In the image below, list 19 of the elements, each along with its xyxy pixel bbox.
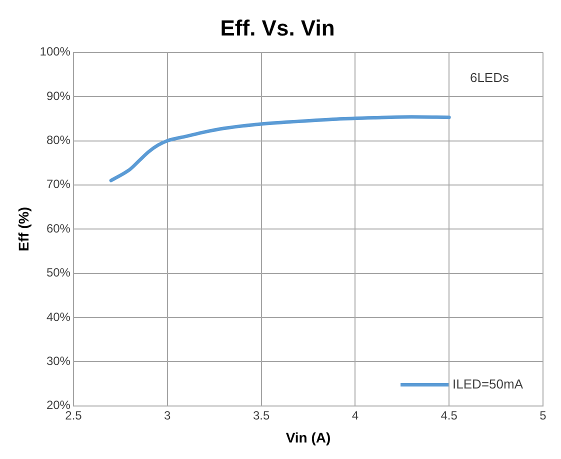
annotation: 6LEDs [470, 70, 510, 85]
y-tick-label: 80% [46, 133, 71, 148]
legend-label: ILED=50mA [452, 376, 524, 392]
y-tick-label: 50% [46, 266, 71, 280]
y-tick-label: 100% [40, 44, 71, 59]
x-tick-label: 5 [540, 408, 547, 422]
y-tick-label: 40% [46, 310, 71, 324]
y-tick-label: 70% [46, 177, 71, 192]
x-tick-label: 3 [164, 408, 172, 422]
chart-title: Eff. Vs. Vin [220, 15, 335, 40]
y-tick-label: 30% [46, 354, 71, 368]
y-tick-label: 90% [46, 88, 71, 103]
x-tick-label: 3.5 [252, 408, 270, 422]
x-axis-title: Vin (A) [286, 429, 331, 446]
line-series [109, 115, 451, 182]
x-tick-label: 4.5 [440, 408, 458, 422]
y-tick-label: 60% [46, 221, 71, 236]
x-tick-label: 4 [352, 408, 359, 422]
y-axis-title: Eff (%) [15, 206, 32, 252]
